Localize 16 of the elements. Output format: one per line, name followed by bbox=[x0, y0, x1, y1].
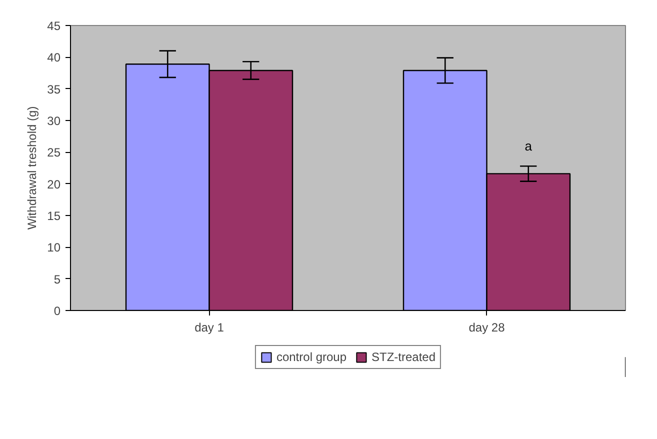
y-tick-label: 45 bbox=[47, 19, 61, 33]
annotation: a bbox=[524, 138, 533, 154]
y-tick-label: 25 bbox=[47, 146, 61, 160]
y-tick-label: 10 bbox=[47, 240, 61, 255]
y-tick-label: 40 bbox=[47, 50, 61, 65]
y-tick-label: 15 bbox=[47, 209, 61, 223]
legend-label: STZ-treated bbox=[372, 350, 436, 364]
y-tick-label: 0 bbox=[54, 304, 61, 318]
x-tick-label: day 1 bbox=[194, 320, 224, 334]
legend-label: control group bbox=[276, 350, 347, 364]
y-tick-label: 30 bbox=[47, 114, 61, 128]
y-axis-title: Withdrawal treshold (g) bbox=[25, 106, 40, 230]
y-tick-label: 20 bbox=[47, 177, 61, 192]
x-tick-label: day 28 bbox=[468, 320, 506, 334]
y-tick-label: 5 bbox=[54, 272, 61, 286]
y-tick-label: 35 bbox=[47, 82, 61, 96]
